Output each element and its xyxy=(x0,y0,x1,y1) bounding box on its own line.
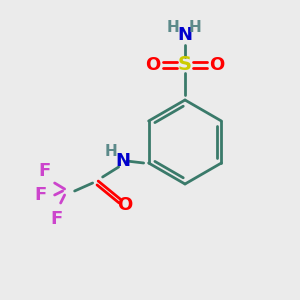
Text: N: N xyxy=(115,152,130,170)
Text: O: O xyxy=(209,56,225,74)
Text: F: F xyxy=(50,210,63,228)
Text: F: F xyxy=(38,162,51,180)
Text: H: H xyxy=(104,143,117,158)
Text: O: O xyxy=(117,196,132,214)
Text: H: H xyxy=(167,20,179,34)
Text: F: F xyxy=(34,186,47,204)
Text: N: N xyxy=(178,26,193,44)
Text: H: H xyxy=(189,20,201,34)
Text: O: O xyxy=(146,56,160,74)
Text: S: S xyxy=(178,56,192,74)
